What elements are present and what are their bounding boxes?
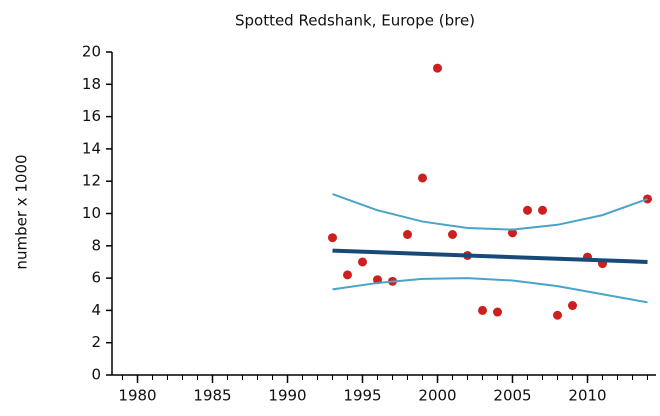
point (433, 63, 442, 73)
point (448, 229, 457, 239)
y-tick-label: 20 (82, 43, 101, 61)
y-tick-label: 4 (91, 301, 101, 319)
point (358, 257, 367, 267)
x-tick-label: 2005 (493, 387, 531, 405)
confidence-band (332, 193, 648, 231)
y-tick-label: 0 (91, 366, 101, 384)
point (418, 173, 427, 183)
y-axis-label: number x 1000 (13, 154, 31, 269)
point (523, 205, 532, 215)
point (403, 229, 412, 239)
point (328, 233, 337, 243)
y-tick-label: 16 (82, 107, 101, 125)
trend-line (332, 248, 648, 264)
point (553, 310, 562, 320)
x-tick-label: 1980 (118, 387, 156, 405)
y-tick-label: 8 (91, 236, 101, 254)
y-tick-label: 2 (91, 333, 101, 351)
x-tick-label: 1990 (268, 387, 306, 405)
point (538, 205, 547, 215)
y-tick-label: 10 (82, 204, 101, 222)
point (568, 301, 577, 311)
y-tick-label: 18 (82, 75, 101, 93)
y-tick-label: 6 (91, 269, 101, 287)
chart-title: Spotted Redshank, Europe (bre) (235, 12, 475, 30)
point (493, 307, 502, 317)
point (478, 305, 487, 315)
point (343, 270, 352, 280)
x-tick-label: 2000 (418, 387, 456, 405)
x-tick-label: 1985 (193, 387, 231, 405)
y-tick-label: 14 (82, 139, 101, 157)
point (508, 228, 517, 238)
x-tick-label: 1995 (343, 387, 381, 405)
y-tick-label: 12 (82, 172, 101, 190)
x-tick-label: 2010 (568, 387, 606, 405)
confidence-band (332, 277, 648, 304)
